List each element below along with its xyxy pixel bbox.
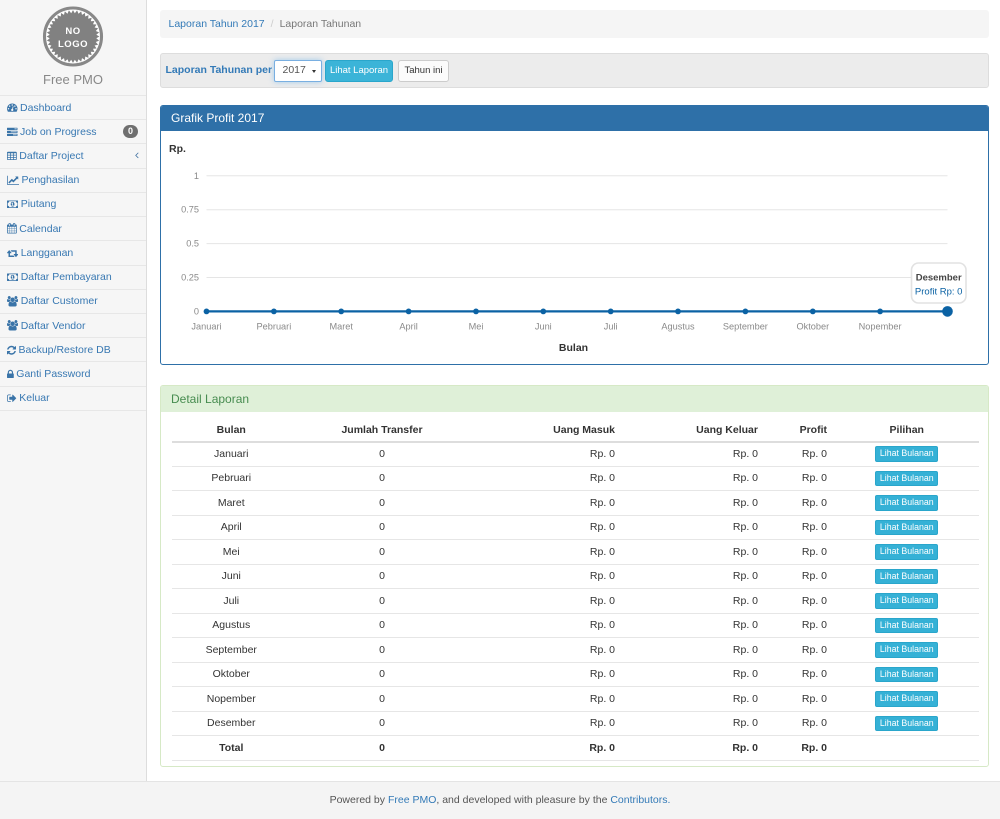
svg-text:Free PMO: Free PMO — [43, 72, 103, 87]
svg-text:LOGO: LOGO — [58, 39, 88, 50]
svg-text:NO: NO — [65, 26, 80, 37]
